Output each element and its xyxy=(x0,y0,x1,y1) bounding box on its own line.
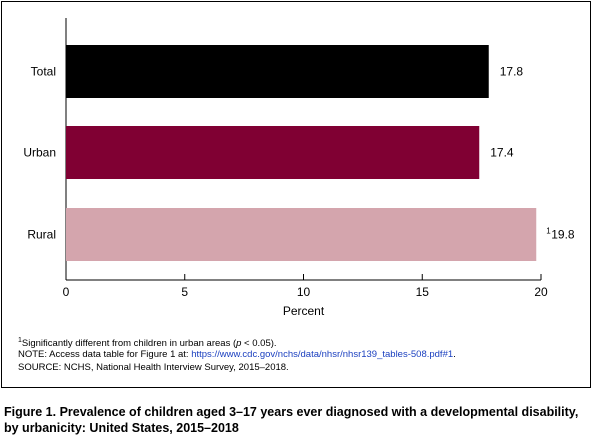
value-label: 19.8 xyxy=(551,228,575,242)
bar-chart: 0 5 10 15 20 Percent Total 17.8 Urban 17.4 Rural 1 1… xyxy=(23,18,575,318)
bar-total xyxy=(66,45,489,98)
x-axis-title: Percent xyxy=(283,304,325,318)
data-table-link[interactable]: https://www.cdc.gov/nchs/data/nhsr/nhsr1… xyxy=(191,349,454,360)
figure-title: Figure 1. Prevalence of children aged 3–… xyxy=(4,405,579,435)
x-tick-label: 20 xyxy=(534,285,548,299)
x-tick-label: 10 xyxy=(297,285,311,299)
category-label: Total xyxy=(31,65,56,79)
note-line: NOTE: Access data table for Figure 1 at:… xyxy=(18,348,456,361)
figure-frame xyxy=(1,1,591,388)
significance-tail: < 0.05). xyxy=(241,338,277,350)
significance-footnote: 1Significantly different from children i… xyxy=(18,334,277,350)
value-label: 17.8 xyxy=(500,65,524,79)
note-prefix: NOTE: Access data table for Figure 1 at: xyxy=(18,349,192,360)
footnote-marker: 1 xyxy=(18,337,22,344)
x-tick-label: 5 xyxy=(181,285,188,299)
x-tick-label: 0 xyxy=(63,285,70,299)
source-line: SOURCE: NCHS, National Health Interview … xyxy=(18,362,289,373)
p-symbol: p xyxy=(236,338,242,350)
value-label: 17.4 xyxy=(490,146,514,160)
bar-rural xyxy=(66,208,537,261)
significance-text: Significantly different from children in… xyxy=(21,338,237,350)
category-label: Rural xyxy=(27,228,56,242)
bar-urban xyxy=(66,126,480,179)
value-superscript: 1 xyxy=(546,227,551,236)
category-label: Urban xyxy=(23,146,56,160)
x-tick-label: 15 xyxy=(416,285,430,299)
note-suffix: . xyxy=(453,349,456,360)
